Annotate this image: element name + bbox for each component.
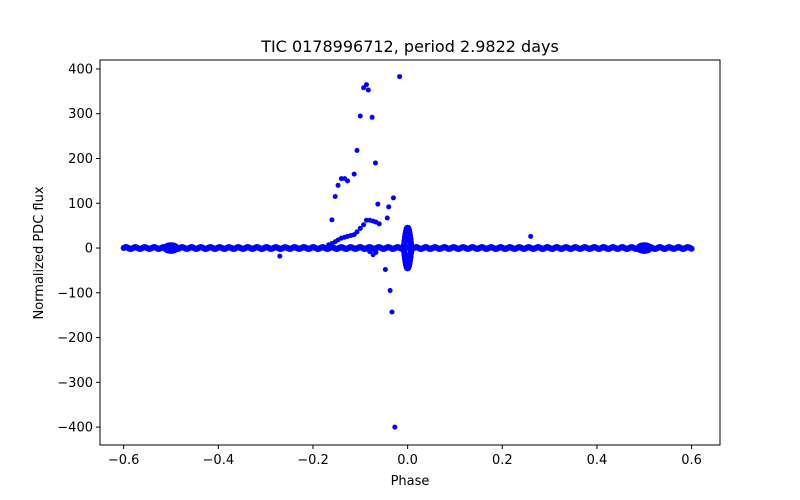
outlier-point <box>382 267 388 273</box>
outlier-point <box>365 87 371 93</box>
x-tick-label: −0.2 <box>297 453 329 468</box>
data-points-layer <box>120 74 695 430</box>
x-tick-label: −0.6 <box>108 453 140 468</box>
data-point <box>646 245 653 252</box>
x-tick-label: 0.4 <box>587 453 608 468</box>
outlier-point <box>354 147 360 153</box>
y-axis: −400 −300 −200 −100 0 100 200 300 400 <box>57 62 100 436</box>
y-tick-label: 0 <box>85 242 93 257</box>
x-axis: −0.6 −0.4 −0.2 0.0 0.2 0.4 0.6 <box>108 445 702 468</box>
x-tick-label: 0.0 <box>397 453 418 468</box>
outlier-point <box>528 233 534 239</box>
outlier-point <box>326 242 332 248</box>
outlier-point <box>329 217 335 223</box>
outlier-point <box>335 182 341 188</box>
outlier-point <box>387 288 393 294</box>
outlier-point <box>372 160 378 166</box>
outlier-point <box>361 85 367 91</box>
outlier-point <box>345 178 351 184</box>
outlier-point <box>351 171 357 177</box>
chart-title: TIC 0178996712, period 2.9822 days <box>260 37 559 56</box>
outlier-point <box>373 250 379 255</box>
y-tick-label: 300 <box>68 107 93 122</box>
outlier-point <box>357 113 363 119</box>
outlier-point <box>386 204 392 210</box>
x-tick-label: 0.2 <box>492 453 513 468</box>
y-tick-label: −300 <box>57 376 93 391</box>
y-tick-label: 200 <box>68 152 93 167</box>
x-tick-label: 0.6 <box>681 453 702 468</box>
y-tick-label: 400 <box>68 62 93 77</box>
outlier-point <box>389 309 395 315</box>
outlier-point <box>361 222 367 228</box>
outlier-point <box>367 249 373 255</box>
x-axis-label: Phase <box>391 474 430 489</box>
outlier-point <box>384 215 390 221</box>
data-point <box>173 245 180 252</box>
y-tick-label: −100 <box>57 286 93 301</box>
outlier-point <box>376 221 382 227</box>
y-tick-label: 100 <box>68 197 93 212</box>
outlier-point <box>332 194 338 200</box>
data-point <box>408 245 415 252</box>
data-point <box>688 245 695 252</box>
x-tick-label: −0.4 <box>203 453 235 468</box>
outlier-point <box>392 424 398 430</box>
y-tick-label: −400 <box>57 421 93 436</box>
outlier-point <box>390 195 396 201</box>
y-axis-label: Normalized PDC flux <box>32 186 47 319</box>
outlier-point <box>375 201 381 207</box>
outlier-point <box>397 74 403 80</box>
plot-frame <box>99 59 721 446</box>
y-tick-label: −200 <box>57 331 93 346</box>
outlier-point <box>357 225 363 231</box>
outlier-point <box>369 114 375 120</box>
outlier-point <box>277 253 283 259</box>
